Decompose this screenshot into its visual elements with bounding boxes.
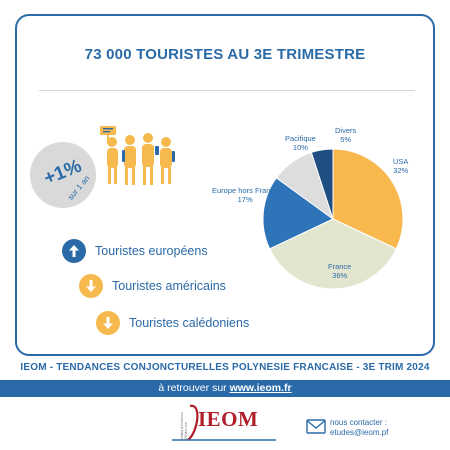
trend-row-european: Touristes européens — [62, 238, 208, 264]
pie-label-europe: Europe hors France 17% — [212, 186, 278, 205]
arrow-up-icon — [62, 239, 86, 263]
pie-label-europe-name: Europe hors France — [212, 186, 279, 195]
pie-slice-divers — [310, 148, 334, 220]
pie-label-usa-name: USA — [393, 157, 409, 166]
arrow-down-icon — [96, 311, 120, 335]
pie-label-france-name: France — [328, 262, 352, 271]
ieom-logo-icon — [172, 404, 276, 441]
pie-label-divers-value: 5% — [340, 135, 352, 145]
trend-label-caledonian: Touristes calédoniens — [129, 316, 250, 330]
logo-caption: Institut d'émission d'Outre-mer — [180, 412, 188, 440]
contact-email[interactable]: etudes@ieom.pf — [330, 428, 389, 438]
trend-row-american: Touristes américains — [79, 273, 226, 299]
pie-label-divers: Divers 5% — [335, 126, 356, 145]
pie-label-pacific: Pacifique 10% — [285, 134, 316, 153]
trend-label-european: Touristes européens — [95, 244, 208, 258]
pie-label-europe-value: 17% — [237, 195, 253, 205]
pie-slice-usa — [332, 148, 404, 250]
pie-label-pacific-name: Pacifique — [285, 134, 316, 143]
pie-label-pacific-value: 10% — [292, 143, 308, 153]
trend-row-caledonian: Touristes calédoniens — [96, 310, 249, 336]
footer-link-bar: à retrouver sur www.ieom.fr — [0, 380, 450, 397]
contact-label: nous contacter : — [330, 418, 387, 427]
arrow-down-icon — [79, 274, 103, 298]
trend-label-american: Touristes américains — [112, 279, 226, 293]
footer-title: IEOM - TENDANCES CONJONCTURELLES POLYNES… — [20, 362, 430, 373]
footer-link-prefix: à retrouver sur — [158, 382, 230, 394]
pie-slice-europe-hors-france — [262, 177, 334, 250]
logo-text: IEOM — [198, 407, 259, 431]
growth-badge — [30, 142, 96, 208]
pie-label-france-value: 36% — [332, 271, 348, 281]
tourists-illustration-icon — [100, 126, 175, 185]
pie-slice-france — [268, 218, 398, 290]
pie-label-divers-name: Divers — [335, 126, 357, 135]
pie-label-usa: USA 32% — [393, 157, 408, 176]
divider — [39, 90, 415, 91]
website-link[interactable]: www.ieom.fr — [229, 382, 292, 394]
tourist-origin-pie-chart — [262, 148, 404, 290]
mail-icon — [306, 419, 326, 434]
pie-label-france: France 36% — [328, 262, 351, 281]
contact-block: nous contacter : etudes@ieom.pf — [330, 418, 388, 439]
headline: 73 000 TOURISTES AU 3E TRIMESTRE — [84, 46, 366, 63]
pie-label-usa-value: 32% — [393, 166, 409, 176]
